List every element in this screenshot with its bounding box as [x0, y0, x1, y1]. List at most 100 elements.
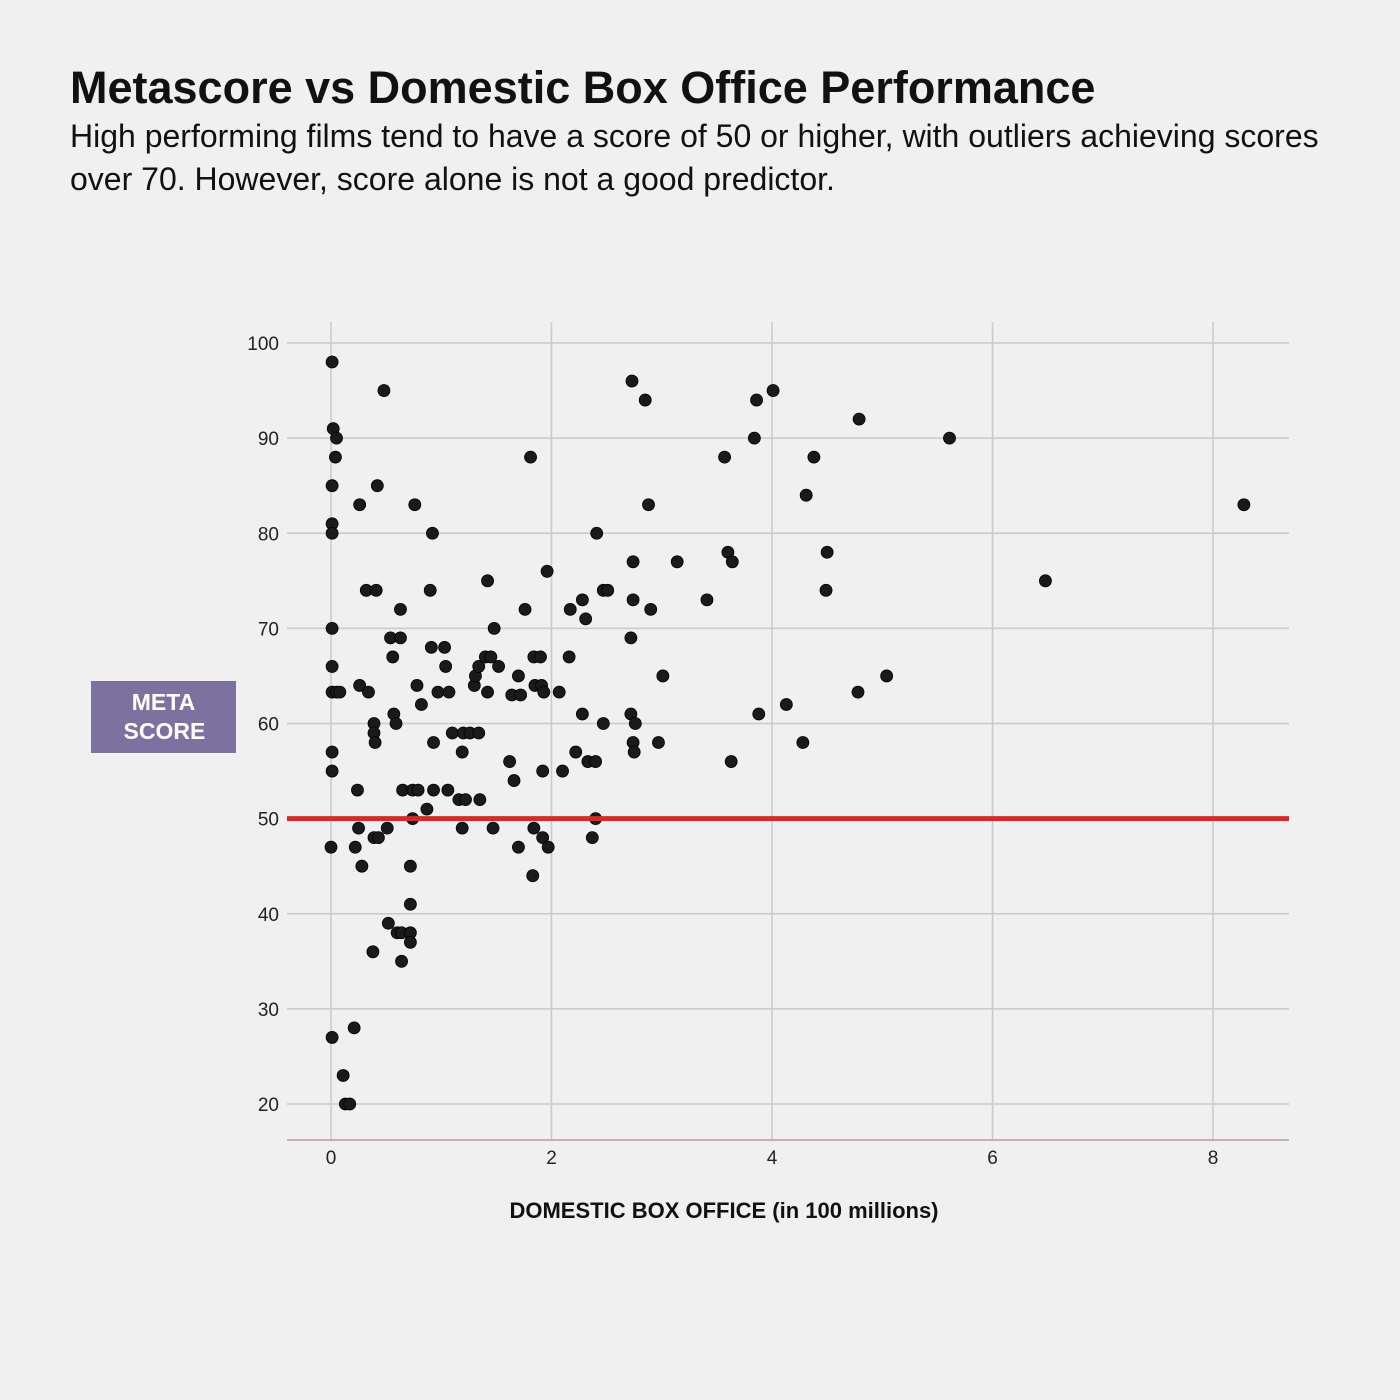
scatter-point	[415, 698, 428, 711]
scatter-point	[652, 736, 665, 749]
scatter-point	[403, 897, 417, 911]
scatter-point	[642, 498, 655, 512]
scatter-point	[601, 583, 615, 597]
scatter-point	[381, 916, 395, 930]
scatter-point	[700, 593, 714, 607]
scatter-point	[394, 602, 407, 616]
scatter-point	[411, 783, 425, 797]
scatter-point	[819, 583, 833, 597]
scatter-point	[408, 498, 422, 512]
scatter-point	[943, 431, 956, 445]
y-tick-label: 70	[258, 619, 279, 640]
x-tick-label: 2	[546, 1148, 557, 1169]
y-tick-label: 60	[258, 715, 279, 736]
scatter-point	[627, 745, 641, 759]
scatter-point	[526, 869, 540, 883]
scatter-point	[486, 821, 500, 835]
scatter-point	[325, 764, 339, 778]
scatter-point	[386, 650, 400, 664]
scatter-point	[325, 526, 339, 540]
scatter-point	[1237, 498, 1251, 512]
scatter-point	[766, 384, 780, 397]
scatter-point	[403, 859, 417, 873]
scatter-point	[439, 660, 453, 673]
scatter-point	[596, 717, 610, 730]
scatter-point	[347, 1021, 361, 1035]
scatter-point	[380, 821, 394, 835]
scatter-point	[441, 783, 455, 797]
scatter-point	[512, 840, 525, 854]
scatter-point	[880, 669, 894, 683]
scatter-point	[369, 583, 383, 597]
scatter-point	[569, 745, 583, 759]
scatter-point	[752, 707, 766, 721]
scatter-point	[438, 641, 451, 654]
scatter-point	[325, 745, 339, 759]
scatter-point	[626, 593, 640, 607]
scatter-point	[459, 793, 472, 806]
scatter-point	[527, 821, 541, 835]
scatter-point	[670, 555, 684, 569]
scatter-point	[472, 660, 486, 673]
scatter-point	[427, 736, 440, 749]
scatter-point	[628, 717, 642, 730]
scatter-point	[747, 431, 761, 445]
scatter-point	[626, 555, 640, 569]
scatter-point	[514, 688, 528, 702]
y-tick-label: 30	[258, 1000, 279, 1021]
y-axis-label-text: META SCORE	[123, 689, 206, 744]
scatter-point	[455, 745, 469, 759]
x-tick-label: 0	[326, 1148, 337, 1169]
scatter-point	[370, 479, 384, 493]
scatter-point	[424, 641, 438, 654]
y-axis-label: META SCORE	[91, 681, 236, 753]
scatter-point	[852, 412, 866, 426]
scatter-point	[484, 650, 498, 664]
scatter-point	[589, 755, 602, 768]
scatter-point	[445, 726, 459, 740]
scatter-point	[725, 555, 739, 569]
scatter-point	[442, 685, 456, 699]
scatter-point	[518, 602, 532, 616]
scatter-point	[540, 564, 554, 578]
scatter-point	[395, 954, 408, 968]
scatter-point	[750, 393, 763, 407]
scatter-point	[492, 660, 505, 673]
scatter-point	[481, 574, 494, 588]
scatter-point	[820, 545, 834, 559]
scatter-point	[590, 526, 604, 540]
scatter-point	[333, 685, 347, 699]
scatter-point	[541, 840, 555, 854]
scatter-point	[355, 859, 369, 873]
scatter-point	[362, 685, 375, 699]
scatter-point	[420, 802, 434, 816]
scatter-point	[353, 498, 367, 512]
scatter-point	[796, 736, 810, 749]
scatter-point	[368, 736, 382, 749]
scatter-point	[575, 593, 589, 607]
x-tick-label: 4	[767, 1148, 778, 1169]
scatter-point	[644, 602, 658, 616]
scatter-point	[851, 685, 865, 699]
scatter-point	[536, 764, 550, 778]
scatter-point	[524, 450, 537, 464]
scatter-point	[455, 821, 469, 835]
scatter-point	[562, 650, 576, 664]
scatter-point	[556, 764, 569, 778]
scatter-point	[718, 450, 731, 464]
scatter-point	[585, 831, 599, 845]
scatter-point	[724, 755, 738, 768]
scatter-point	[807, 450, 821, 464]
scatter-point	[779, 698, 793, 711]
scatter-point	[625, 374, 639, 388]
x-axis-label: DOMESTIC BOX OFFICE (in 100 millions)	[509, 1198, 939, 1223]
scatter-point	[389, 717, 403, 730]
scatter-point	[431, 685, 445, 699]
scatter-point	[348, 840, 362, 854]
scatter-point	[403, 935, 417, 949]
scatter-point	[336, 1069, 350, 1082]
x-tick-label: 8	[1208, 1148, 1219, 1169]
scatter-point	[329, 450, 342, 464]
scatter-point	[353, 679, 367, 692]
